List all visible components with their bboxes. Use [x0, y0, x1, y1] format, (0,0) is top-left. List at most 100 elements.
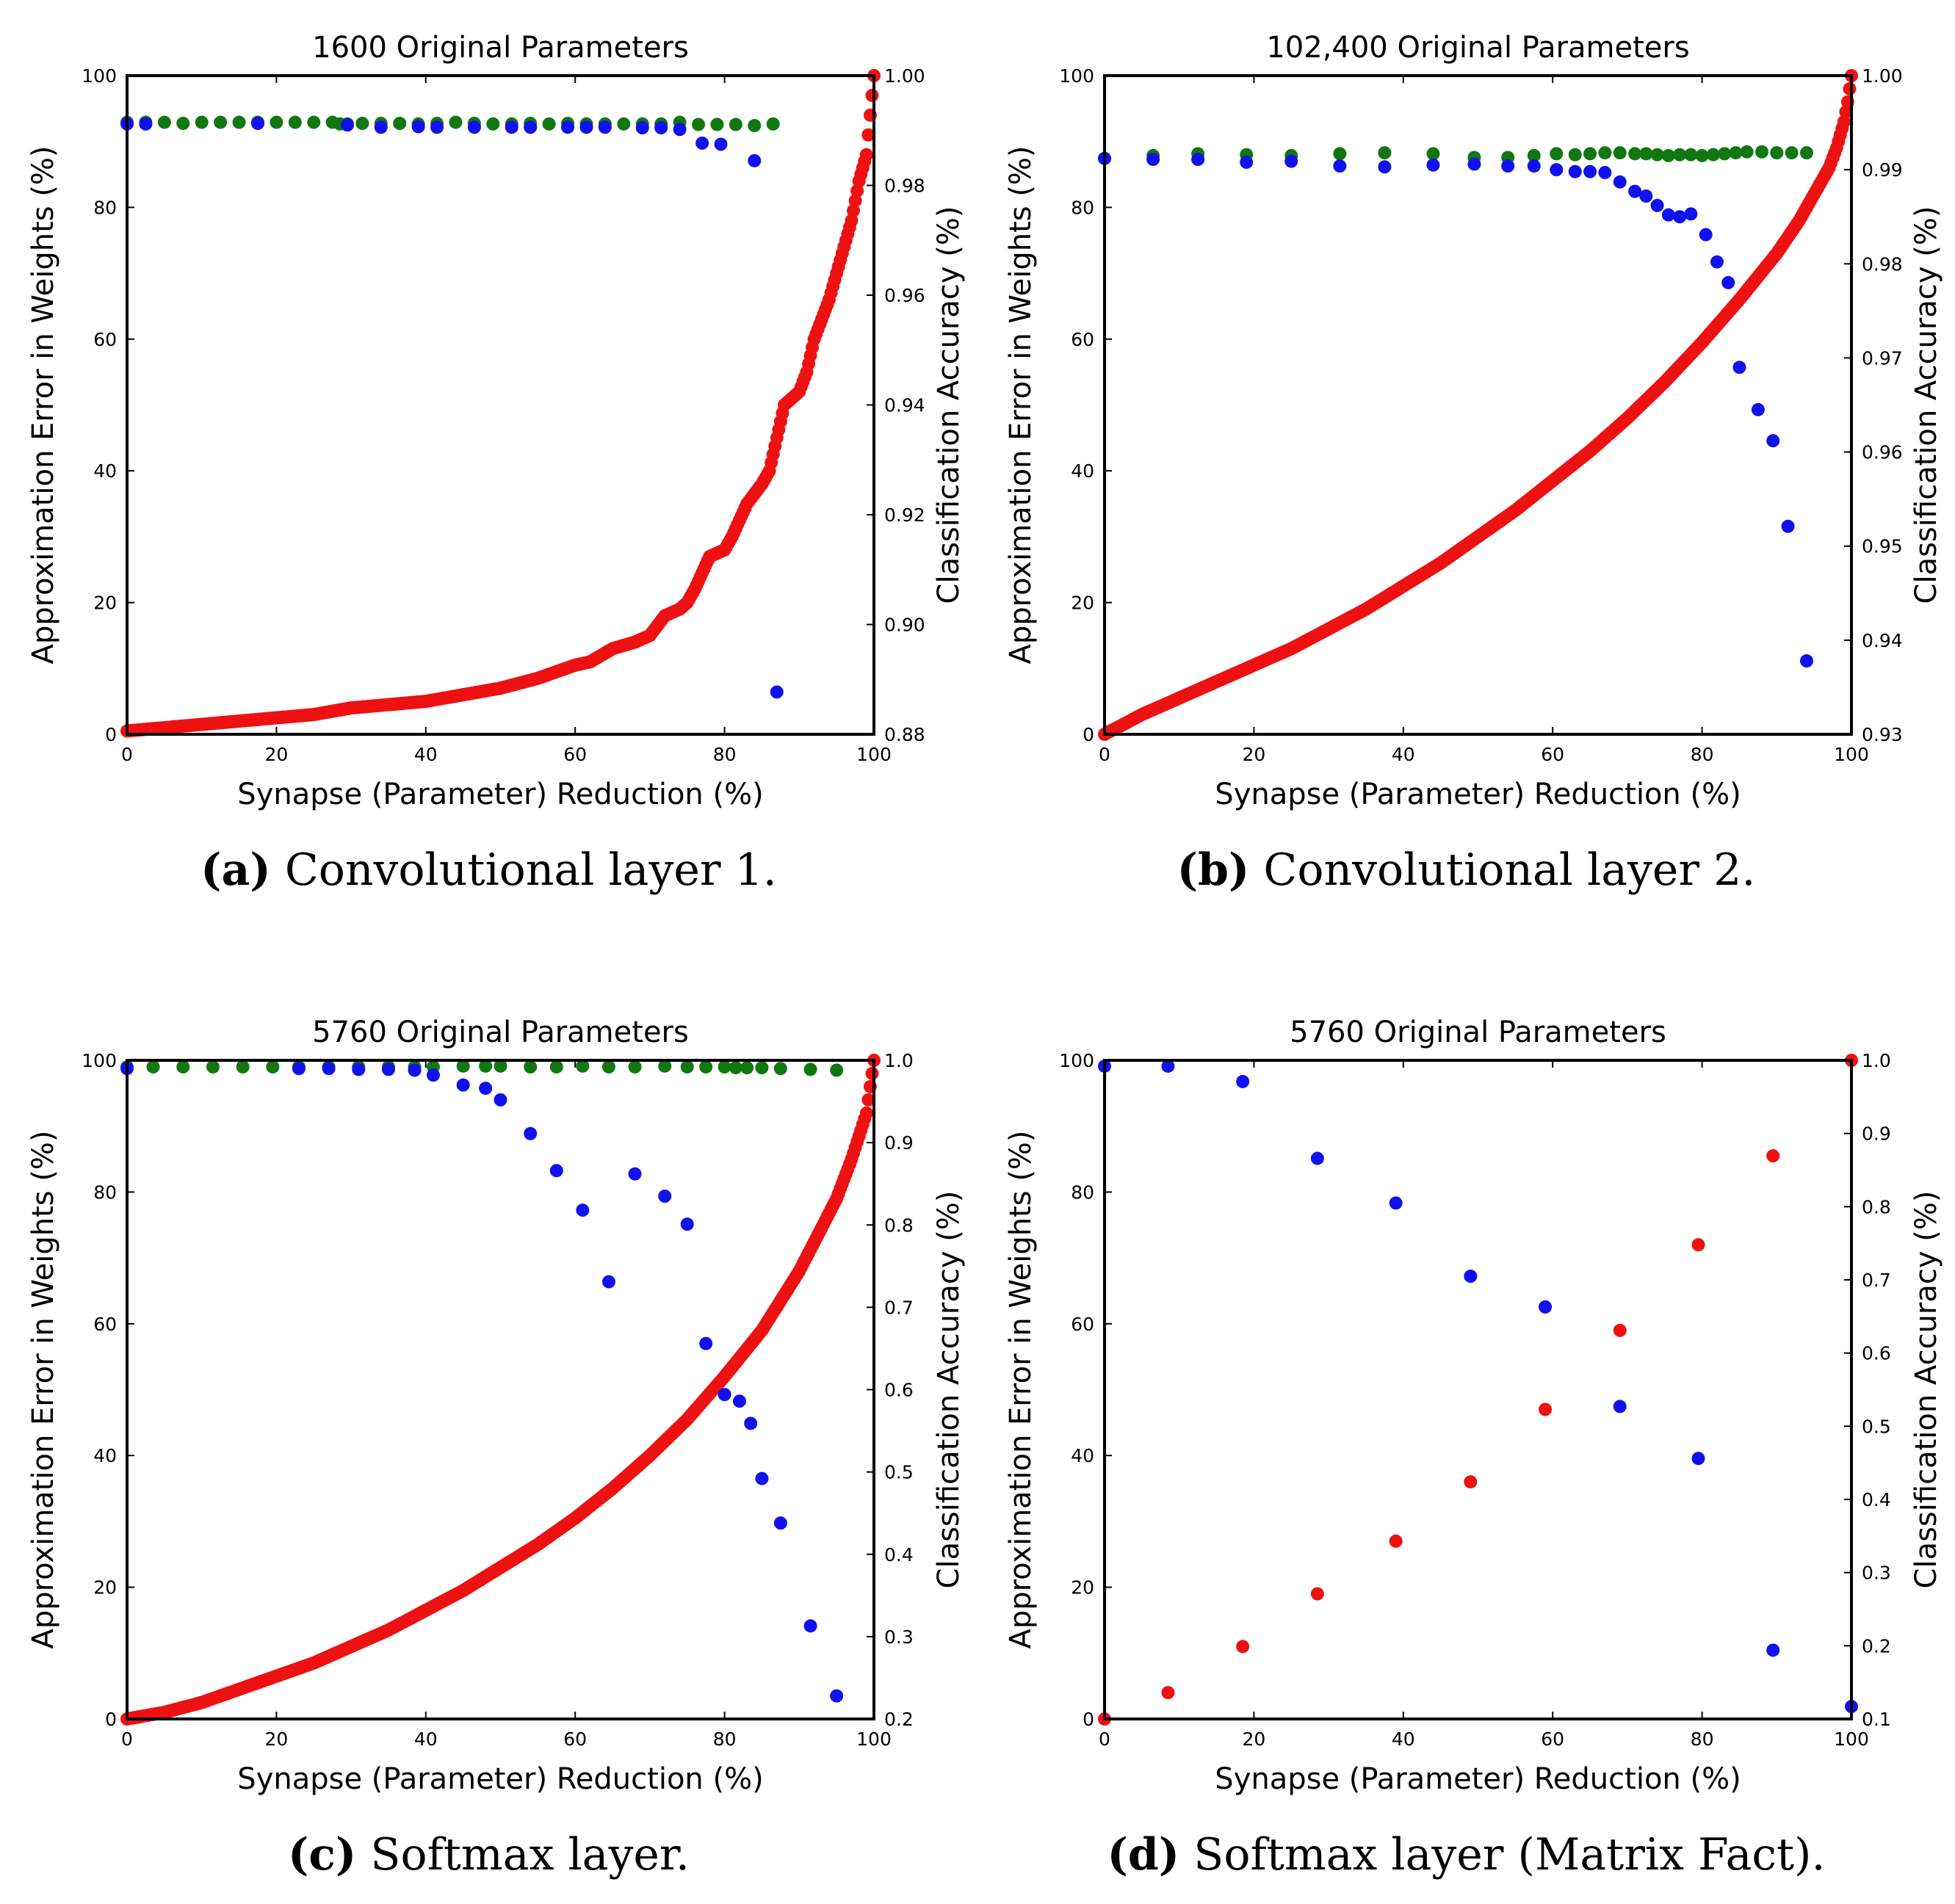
y-tick-label: 100 [82, 1050, 117, 1071]
accuracy-before-retraining-point [494, 1093, 507, 1107]
accuracy-before-retraining-point [1613, 175, 1627, 189]
accuracy-before-retraining-point [601, 1275, 615, 1289]
accuracy-before-retraining-point [748, 153, 762, 167]
accuracy-before-retraining-point [352, 1063, 366, 1076]
y2-axis-label: Classification Accuracy (%) [1909, 206, 1943, 604]
accuracy-before-retraining-point [770, 685, 784, 699]
accuracy-before-retraining-point [658, 1190, 672, 1203]
accuracy-before-retraining-point [1333, 159, 1347, 173]
accuracy-after-compression-point [1799, 146, 1813, 160]
error-point [861, 128, 875, 142]
chart-title: 102,400 Original Parameters [1266, 31, 1689, 65]
accuracy-before-retraining-point [680, 1217, 694, 1231]
y2-tick-label: 0.6 [1862, 1343, 1891, 1364]
x-tick-label: 100 [1834, 744, 1869, 765]
accuracy-before-retraining-point [1191, 153, 1205, 167]
x-axis-label: Synapse (Parameter) Reduction (%) [1215, 778, 1741, 811]
y-tick-label: 100 [1059, 65, 1094, 87]
caption-b: (b) Convolutional layer 2. [978, 844, 1955, 896]
accuracy-before-retraining-point [1766, 1643, 1780, 1657]
caption-label-a: (a) [200, 844, 271, 896]
accuracy-after-compression-point [601, 1060, 615, 1074]
accuracy-before-retraining-point [411, 120, 425, 134]
accuracy-after-compression-point [355, 117, 369, 131]
plot-frame [1103, 74, 1853, 736]
accuracy-after-compression-point [456, 1059, 470, 1073]
accuracy-after-compression-point [710, 117, 724, 131]
accuracy-after-compression-point [449, 115, 463, 129]
error-point [865, 88, 879, 102]
x-tick-label: 40 [1392, 744, 1415, 765]
accuracy-after-compression-point [393, 117, 407, 131]
caption-label-d: (d) [1107, 1829, 1180, 1881]
accuracy-after-compression-point [206, 1060, 220, 1074]
y-tick-label: 20 [1071, 1577, 1094, 1599]
accuracy-after-compression-point [524, 1060, 538, 1074]
approximation-error-point [1161, 1686, 1175, 1700]
y2-tick-label: 0.92 [884, 504, 925, 526]
panel-c: 5760 Original Parameters 0 20 40 60 80 100 0 20 4… [0, 985, 978, 1904]
accuracy-before-retraining-point [1691, 1452, 1705, 1466]
x-tick-label: 20 [264, 1729, 288, 1750]
approximation-error-point [1539, 1402, 1553, 1416]
y2-tick-label: 0.94 [884, 395, 925, 416]
accuracy-before-retraining-point [1721, 275, 1735, 289]
x-tick-label: 0 [1099, 744, 1110, 765]
y2-tick-label: 0.9 [884, 1132, 914, 1154]
x-tick-label: 100 [1834, 1729, 1869, 1750]
accuracy-before-retraining-point [1550, 163, 1564, 177]
accuracy-after-compression-point [1613, 146, 1627, 160]
accuracy-after-compression-point [1684, 148, 1698, 162]
accuracy-after-compression-point [214, 115, 228, 129]
accuracy-before-retraining-point [1781, 519, 1795, 533]
accuracy-after-compression-point [549, 1060, 563, 1074]
accuracy-before-retraining-point [1527, 159, 1541, 173]
y2-axis-label: Classification Accuracy (%) [932, 206, 966, 604]
chart-a: 1600 Original Parameters 0 20 40 60 80 100 0 20 4… [26, 31, 966, 811]
error-point [859, 1106, 873, 1120]
accuracy-before-retraining-point [1583, 164, 1597, 178]
x-tick-label: 0 [121, 1729, 133, 1750]
x-axis-label: Synapse (Parameter) Reduction (%) [1215, 1762, 1741, 1796]
y2-axis-label: Classification Accuracy (%) [932, 1191, 966, 1589]
accuracy-after-compression-point [1568, 148, 1582, 162]
accuracy-after-compression-point [542, 117, 556, 131]
accuracy-before-retraining-point [1568, 164, 1582, 178]
accuracy-before-retraining-point [1426, 158, 1440, 172]
x-tick-label: 20 [264, 744, 288, 765]
y2-tick-label: 0.98 [1862, 253, 1903, 275]
y-tick-label: 40 [1071, 1445, 1094, 1466]
accuracy-after-compression-point [479, 1059, 493, 1073]
accuracy-after-compression-point [1740, 145, 1754, 159]
accuracy-before-retraining-point [430, 120, 444, 134]
accuracy-after-compression-point [830, 1063, 844, 1077]
y-tick-label: 0 [105, 724, 117, 745]
y2-tick-label: 0.96 [1862, 442, 1903, 463]
plot-area [120, 69, 881, 738]
accuracy-after-compression-point [146, 1060, 160, 1074]
accuracy-after-compression-point [1718, 147, 1732, 161]
accuracy-after-compression-point [680, 1060, 694, 1074]
accuracy-before-retraining-point [1650, 198, 1664, 212]
x-tick-label: 20 [1242, 744, 1265, 765]
y-tick-label: 40 [93, 1445, 117, 1466]
approximation-error-point [1691, 1238, 1705, 1252]
y2-tick-label: 1.00 [1862, 65, 1903, 87]
x-tick-label: 0 [121, 744, 133, 765]
accuracy-before-retraining-point [1710, 255, 1724, 269]
accuracy-after-compression-point [266, 1060, 280, 1074]
approximation-error-point [1464, 1475, 1478, 1489]
accuracy-before-retraining-point [654, 121, 668, 135]
x-tick-label: 20 [1242, 1729, 1265, 1750]
plot-area [120, 1054, 881, 1726]
accuracy-before-retraining-point [479, 1082, 493, 1096]
accuracy-after-compression-point [1639, 147, 1653, 161]
plot-frame [126, 1059, 875, 1720]
accuracy-after-compression-point [1785, 146, 1799, 160]
accuracy-before-retraining-point [1310, 1151, 1324, 1165]
accuracy-after-compression-point [692, 117, 706, 131]
approximation-error-point [1613, 1323, 1627, 1337]
accuracy-before-retraining-point [714, 137, 728, 151]
error-point [850, 184, 864, 198]
y2-tick-label: 0.2 [1862, 1635, 1891, 1657]
